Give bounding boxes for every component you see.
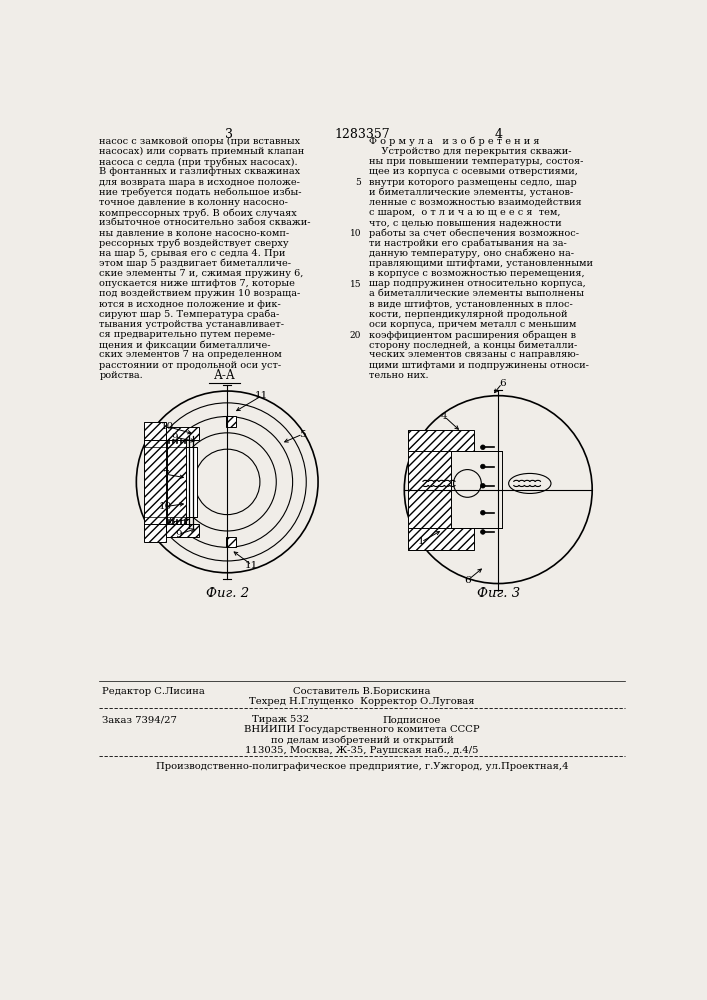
Circle shape [481, 483, 485, 488]
Text: тывания устройства устанавливает-: тывания устройства устанавливает- [100, 320, 284, 329]
Text: Устройство для перекрытия скважи-: Устройство для перекрытия скважи- [369, 147, 571, 156]
Text: этом шар 5 раздвигает биметалличе-: этом шар 5 раздвигает биметалличе- [100, 259, 291, 268]
Text: щими штифтами и подпружинены относи-: щими штифтами и подпружинены относи- [369, 361, 589, 370]
Text: 5: 5 [356, 178, 361, 187]
Text: ленные с возможностью взаимодействия: ленные с возможностью взаимодействия [369, 198, 581, 207]
Text: 4: 4 [441, 412, 448, 421]
Text: в виде штифтов, установленных в плос-: в виде штифтов, установленных в плос- [369, 300, 573, 309]
Text: кости, перпендикулярной продольной: кости, перпендикулярной продольной [369, 310, 568, 319]
Text: 10: 10 [350, 229, 361, 238]
Text: и биметаллические элементы, установ-: и биметаллические элементы, установ- [369, 188, 573, 197]
Bar [144, 422, 165, 542]
Text: тельно них.: тельно них. [369, 371, 428, 380]
Text: Фиг. 3: Фиг. 3 [477, 587, 520, 600]
Text: 15: 15 [349, 280, 361, 289]
Text: ти настройки его срабатывания на за-: ти настройки его срабатывания на за- [369, 239, 566, 248]
Bar [167, 440, 187, 524]
Text: ские элементы 7 и, сжимая пружину 6,: ские элементы 7 и, сжимая пружину 6, [100, 269, 304, 278]
Circle shape [481, 464, 485, 469]
Circle shape [481, 510, 485, 515]
Text: Фиг. 2: Фиг. 2 [206, 587, 249, 600]
Text: 113035, Москва, Ж-35, Раушская наб., д.4/5: 113035, Москва, Ж-35, Раушская наб., д.4… [245, 745, 479, 755]
Text: работы за счет обеспечения возможнос-: работы за счет обеспечения возможнос- [369, 228, 579, 238]
Text: сторону последней, а концы биметалли-: сторону последней, а концы биметалли- [369, 340, 577, 350]
Text: 11: 11 [255, 391, 269, 400]
Text: Составитель В.Борискина: Составитель В.Борискина [293, 687, 431, 696]
Text: оси корпуса, причем металл с меньшим: оси корпуса, причем металл с меньшим [369, 320, 576, 329]
Text: 6: 6 [498, 379, 506, 388]
Text: Ф о р м у л а   и з о б р е т е н и я: Ф о р м у л а и з о б р е т е н и я [369, 137, 539, 146]
Text: щее из корпуса с осевыми отверстиями,: щее из корпуса с осевыми отверстиями, [369, 167, 578, 176]
Text: правляющими штифтами, установленными: правляющими штифтами, установленными [369, 259, 593, 268]
Text: насоса с седла (при трубных насосах).: насоса с седла (при трубных насосах). [100, 157, 298, 167]
Text: точное давление в колонну насосно-: точное давление в колонну насосно- [100, 198, 288, 207]
Bar [450, 451, 502, 528]
Ellipse shape [508, 473, 551, 493]
Text: 6: 6 [464, 576, 471, 585]
Bar [226, 416, 236, 427]
Text: В фонтанных и газлифтных скважинах: В фонтанных и газлифтных скважинах [100, 167, 300, 176]
Circle shape [454, 470, 481, 497]
Text: внутри которого размещены седло, шар: внутри которого размещены седло, шар [369, 178, 577, 187]
Text: 9: 9 [172, 433, 178, 442]
Text: 7: 7 [163, 470, 169, 479]
Text: компрессорных труб. В обоих случаях: компрессорных труб. В обоих случаях [100, 208, 297, 218]
Text: а биметаллические элементы выполнены: а биметаллические элементы выполнены [369, 289, 584, 298]
Text: 10: 10 [160, 422, 174, 431]
Text: шар подпружинен относительно корпуса,: шар подпружинен относительно корпуса, [369, 279, 585, 288]
Bar [408, 430, 450, 550]
Text: 20: 20 [350, 331, 361, 340]
Text: с шаром,  о т л и ч а ю щ е е с я  тем,: с шаром, о т л и ч а ю щ е е с я тем, [369, 208, 561, 217]
Circle shape [481, 445, 485, 450]
Bar [408, 528, 474, 550]
Text: ских элементов 7 на определенном: ских элементов 7 на определенном [100, 350, 282, 359]
Text: ны при повышении температуры, состоя-: ны при повышении температуры, состоя- [369, 157, 583, 166]
Text: ческих элементов связаны с направляю-: ческих элементов связаны с направляю- [369, 350, 579, 359]
Bar [226, 537, 236, 547]
Text: А-А: А-А [214, 369, 235, 382]
Text: Тираж 532: Тираж 532 [252, 715, 309, 724]
Text: 8: 8 [168, 517, 175, 526]
Text: ся предварительно путем переме-: ся предварительно путем переме- [100, 330, 275, 339]
Bar [165, 427, 199, 440]
Text: Производственно-полиграфическое предприятие, г.Ужгород, ул.Проектная,4: Производственно-полиграфическое предприя… [156, 762, 568, 771]
Text: ВНИИПИ Государственного комитета СССР: ВНИИПИ Государственного комитета СССР [244, 725, 480, 734]
Text: Техред Н.Глущенко  Корректор О.Луговая: Техред Н.Глущенко Корректор О.Луговая [249, 697, 474, 706]
Text: Подписное: Подписное [382, 715, 441, 724]
Text: Редактор С.Лисина: Редактор С.Лисина [102, 687, 204, 696]
Text: в корпусе с возможностью перемещения,: в корпусе с возможностью перемещения, [369, 269, 585, 278]
Text: 3: 3 [225, 128, 233, 141]
Text: расстоянии от продольной оси уст-: расстоянии от продольной оси уст- [100, 361, 281, 370]
Text: по делам изобретений и открытий: по делам изобретений и открытий [271, 735, 453, 745]
Text: ны давление в колоне насосно-комп-: ны давление в колоне насосно-комп- [100, 228, 289, 237]
Bar [187, 447, 197, 517]
Circle shape [481, 530, 485, 534]
Text: 10: 10 [159, 502, 173, 511]
Text: опускается ниже штифтов 7, которые: опускается ниже штифтов 7, которые [100, 279, 296, 288]
Bar [408, 430, 474, 451]
Text: 11: 11 [245, 561, 259, 570]
Text: под воздействием пружин 10 возраща-: под воздействием пружин 10 возраща- [100, 289, 300, 298]
Text: ройства.: ройства. [100, 371, 143, 380]
Text: что, с целью повышения надежности: что, с целью повышения надежности [369, 218, 561, 227]
Text: ние требуется подать небольшое избы-: ние требуется подать небольшое избы- [100, 188, 302, 197]
Text: избыточное относительно забоя скважи-: избыточное относительно забоя скважи- [100, 218, 311, 227]
Bar [165, 524, 199, 537]
Text: для возврата шара в исходное положе-: для возврата шара в исходное положе- [100, 178, 300, 187]
Text: 1283357: 1283357 [334, 128, 390, 141]
Text: насосах) или сорвать приемный клапан: насосах) или сорвать приемный клапан [100, 147, 305, 156]
Text: сируют шар 5. Температура сраба-: сируют шар 5. Температура сраба- [100, 310, 280, 319]
Text: на шар 5, срывая его с седла 4. При: на шар 5, срывая его с седла 4. При [100, 249, 286, 258]
Text: Заказ 7394/27: Заказ 7394/27 [102, 715, 177, 724]
Text: 9: 9 [175, 530, 182, 539]
Text: ются в исходное положение и фик-: ются в исходное положение и фик- [100, 300, 281, 309]
Text: рессорных труб воздействует сверху: рессорных труб воздействует сверху [100, 239, 289, 248]
Text: коэффициентом расширения обращен в: коэффициентом расширения обращен в [369, 330, 576, 340]
Text: 4: 4 [494, 128, 502, 141]
Text: щения и фиксации биметалличе-: щения и фиксации биметалличе- [100, 340, 271, 350]
Text: 1: 1 [418, 537, 425, 546]
Text: данную температуру, оно снабжено на-: данную температуру, оно снабжено на- [369, 249, 574, 258]
Text: насос с замковой опоры (при вставных: насос с замковой опоры (при вставных [100, 137, 300, 146]
Text: 5: 5 [299, 430, 306, 439]
